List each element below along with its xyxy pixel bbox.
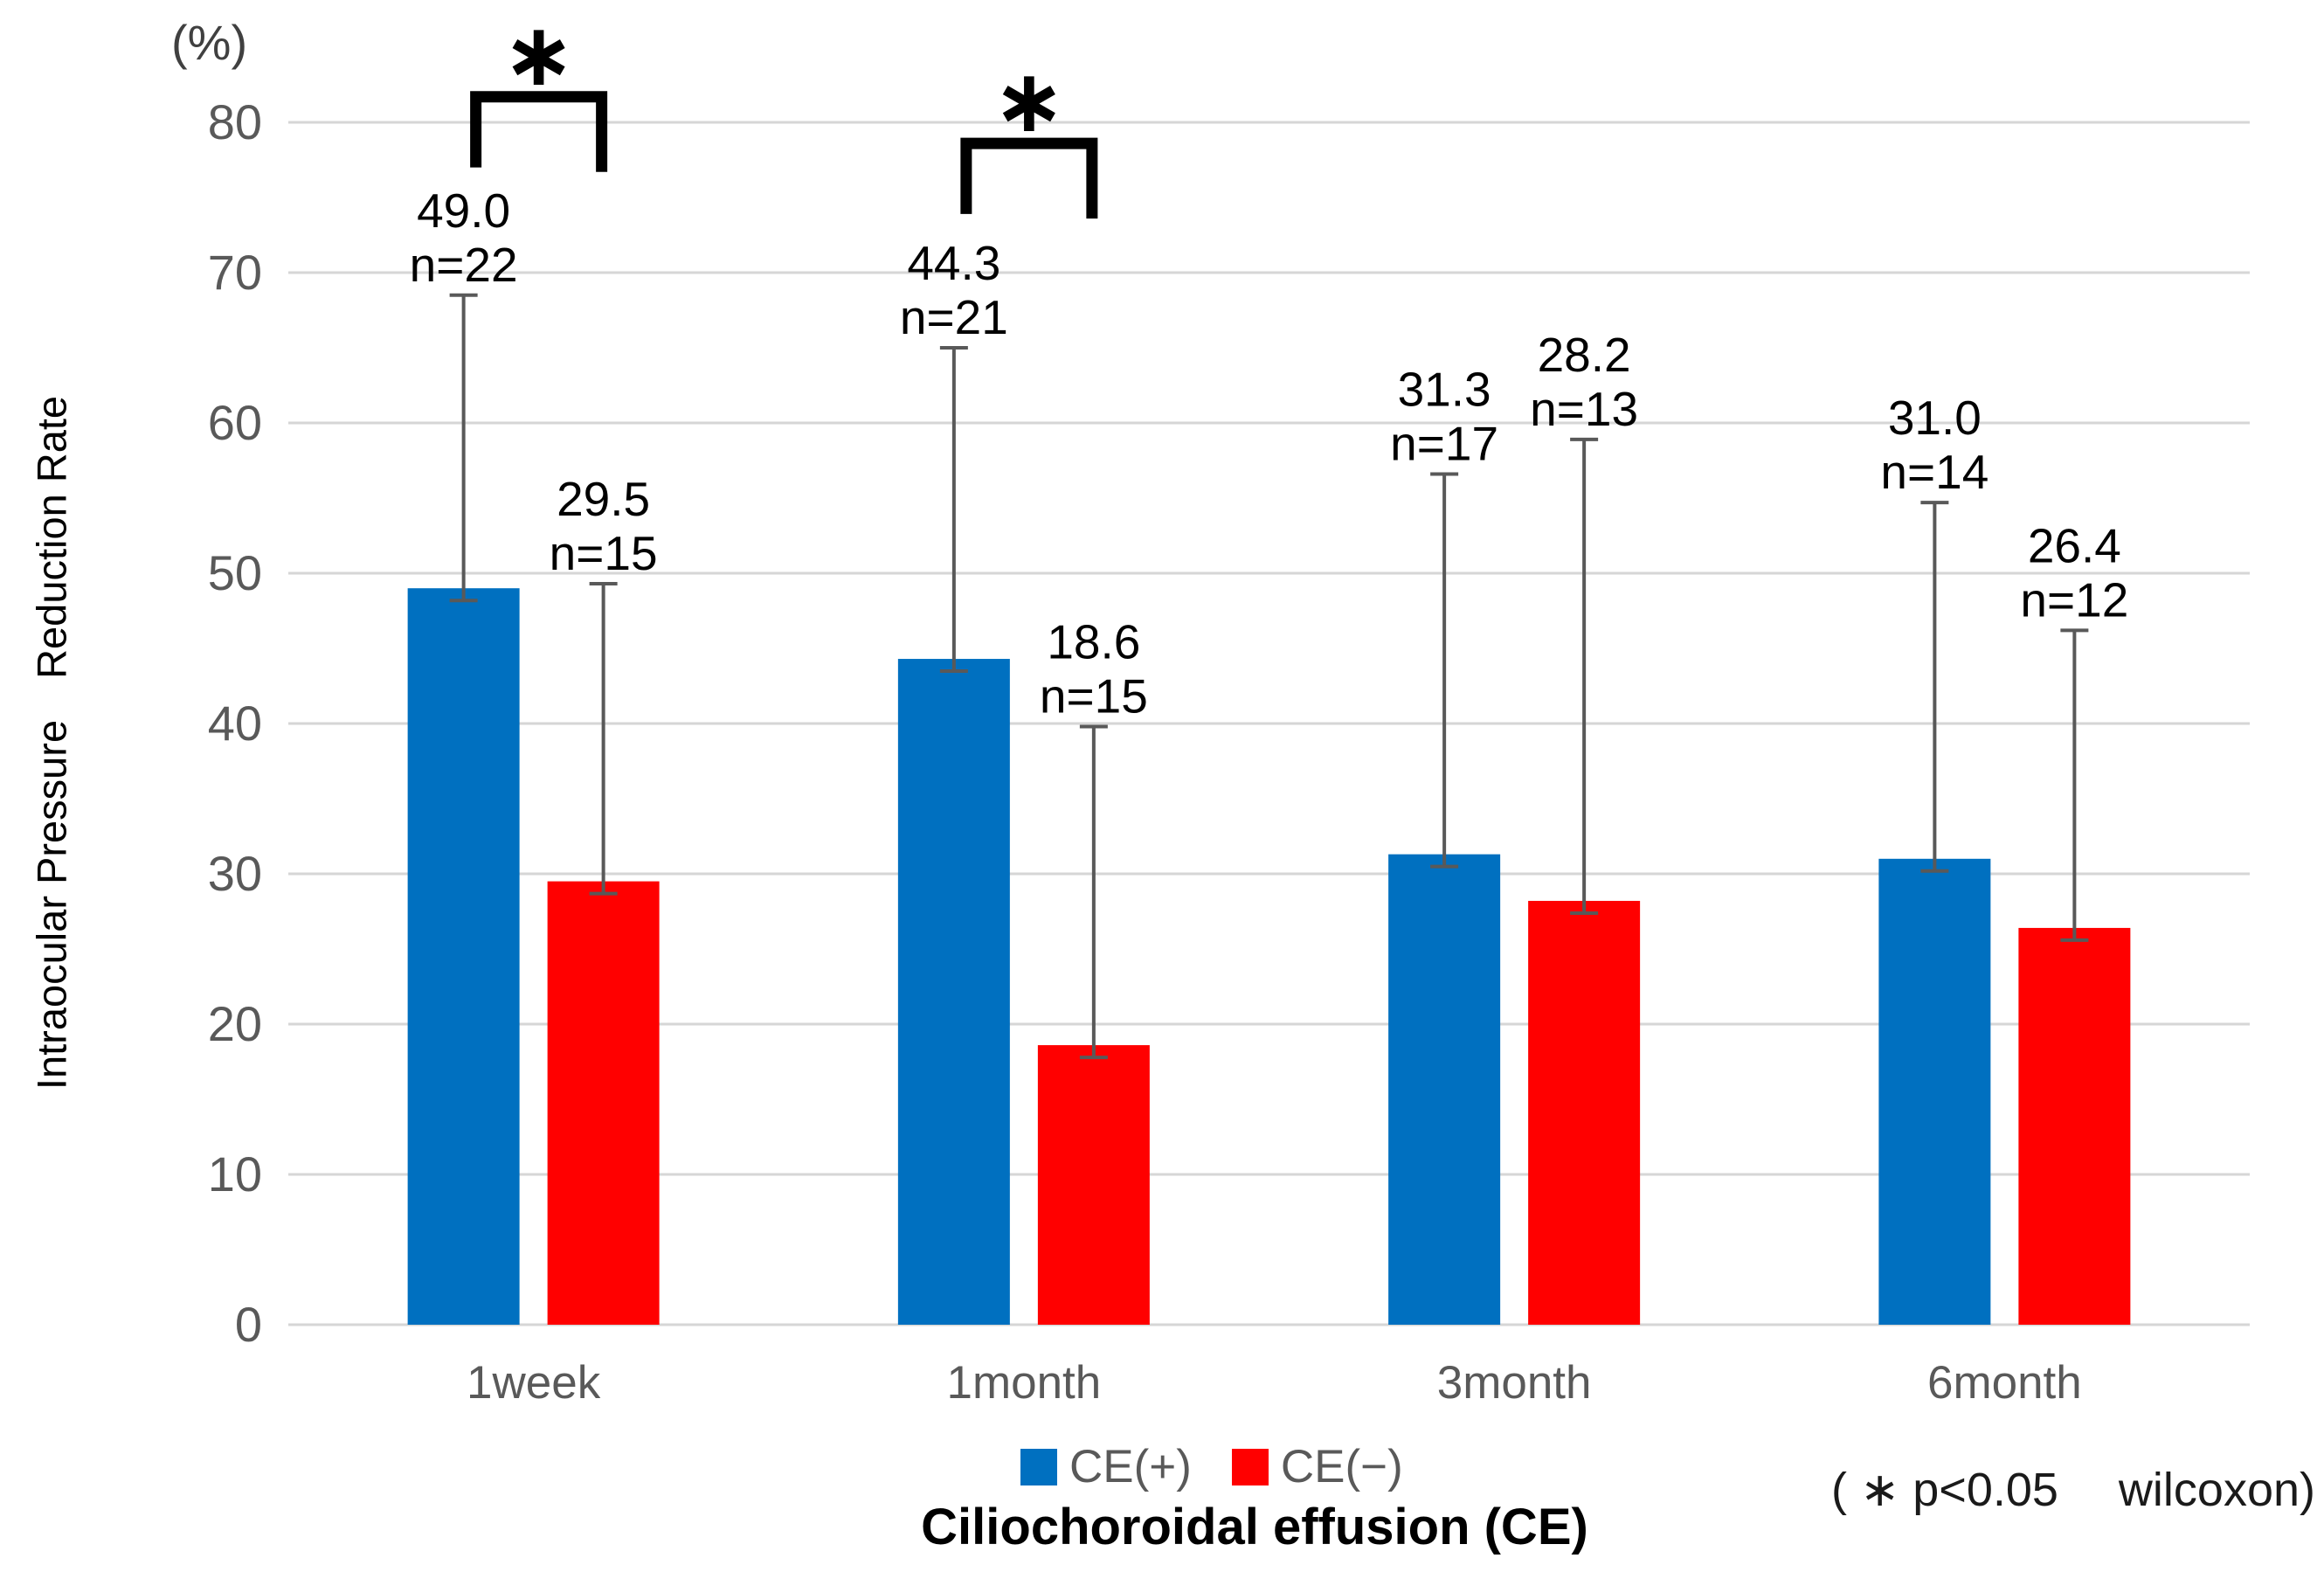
sig-star-1week: ∗ [502, 6, 576, 104]
y-tick-60: 60 [208, 395, 262, 450]
significance-footnote: ( ∗ p<0.05 wilcoxon) [1831, 1464, 2315, 1516]
y-tick-10: 10 [208, 1146, 262, 1202]
bar-label-ce-plus-6month: 31.0 n=14 [1880, 391, 1989, 499]
legend-swatch-ce-plus [1020, 1448, 1057, 1485]
bar-label-ce-minus-1month: 18.6 n=15 [1040, 614, 1148, 723]
bar-ce-minus-1week [547, 881, 660, 1325]
legend-label-ce-minus: CE(−) [1280, 1441, 1403, 1492]
bar-ce-minus-3month [1528, 900, 1641, 1325]
sig-star-1month: ∗ [993, 52, 1066, 150]
legend-label-ce-plus: CE(+) [1069, 1441, 1192, 1492]
legend-item-ce-minus: CE(−) [1231, 1440, 1403, 1493]
bar-label-ce-plus-1week: 49.0 n=22 [410, 184, 518, 292]
bar-label-ce-minus-1week: 29.5 n=15 [550, 472, 658, 580]
y-tick-80: 80 [208, 94, 262, 149]
legend: CE(+) CE(−) [1020, 1440, 1403, 1493]
bar-ce-minus-6month [2018, 927, 2131, 1325]
y-tick-40: 40 [208, 696, 262, 751]
bar-label-ce-minus-3month: 28.2 n=13 [1530, 328, 1638, 436]
x-axis-title: Ciliochoroidal effusion (CE) [921, 1499, 1588, 1555]
legend-swatch-ce-minus [1231, 1448, 1269, 1485]
legend-item-ce-plus: CE(+) [1020, 1440, 1192, 1493]
sig-bracket-1month [960, 137, 1098, 219]
bar-ce-plus-1month [897, 659, 1010, 1325]
y-tick-20: 20 [208, 996, 262, 1051]
y-axis-unit-label: (%) [171, 15, 248, 70]
x-label-1month: 1month [946, 1357, 1101, 1409]
y-tick-30: 30 [208, 846, 262, 901]
y-tick-0: 0 [235, 1297, 262, 1352]
bar-label-ce-plus-3month: 31.3 n=17 [1390, 362, 1498, 470]
bar-label-ce-plus-1month: 44.3 n=21 [900, 236, 1008, 344]
sig-bracket-1week [470, 91, 608, 172]
x-label-1week: 1week [467, 1357, 601, 1409]
y-tick-70: 70 [208, 245, 262, 300]
bar-ce-plus-1week [407, 588, 520, 1325]
x-label-6month: 6month [1927, 1357, 2082, 1409]
bar-label-ce-minus-6month: 26.4 n=12 [2020, 518, 2128, 627]
bar-ce-plus-6month [1878, 858, 1991, 1325]
x-label-3month: 3month [1437, 1357, 1592, 1409]
bar-ce-minus-1month [1037, 1045, 1150, 1325]
bar-ce-plus-3month [1388, 854, 1501, 1325]
y-tick-50: 50 [208, 545, 262, 600]
